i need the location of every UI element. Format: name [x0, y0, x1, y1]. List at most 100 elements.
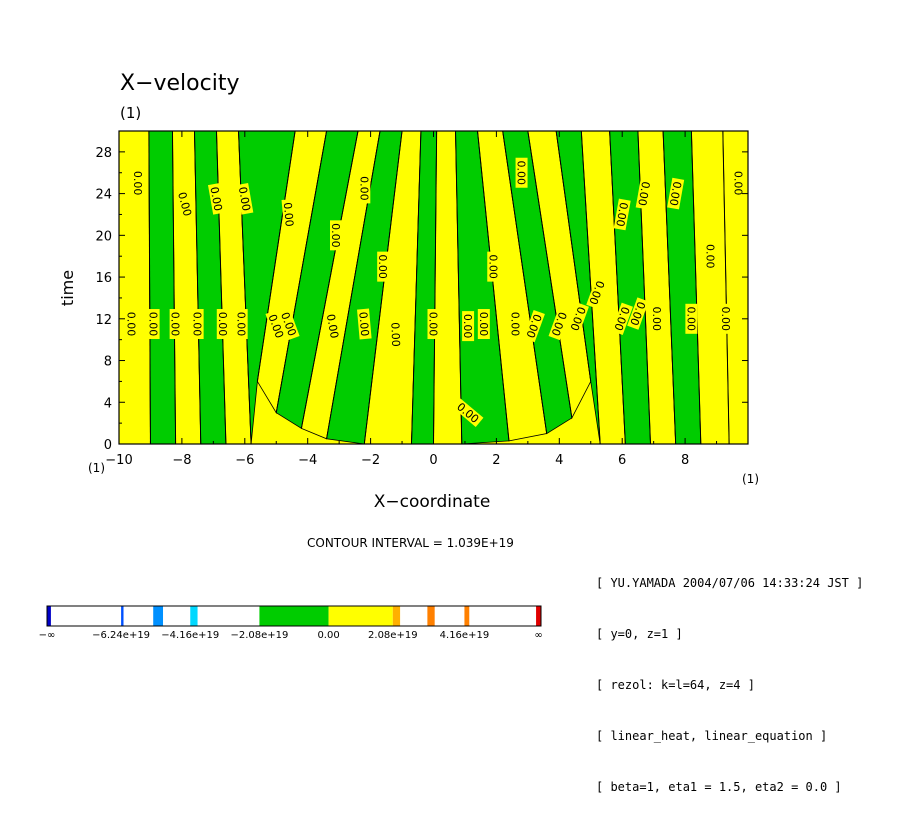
y-tick-label: 8	[104, 355, 112, 370]
contour-zero-label: 0.00	[719, 303, 732, 334]
contour-zero-label: 0.00	[175, 187, 195, 221]
contour-line	[256, 131, 296, 382]
contour-label-text: 0.00	[684, 307, 697, 332]
contour-label-text: 0.00	[216, 312, 229, 337]
contour-label-bg	[281, 199, 297, 230]
contour-line	[193, 131, 202, 444]
contour-line	[455, 131, 463, 444]
colorbar-tick-label: −6.24e+19	[92, 630, 150, 641]
contour-label-bg	[330, 220, 343, 251]
contour-line	[662, 131, 677, 444]
contour-figure: X−velocity (1) 0.00 0.00 0.00 0.00 0.00 0.00 0…	[39, 71, 759, 641]
colorbar-segment	[163, 606, 191, 626]
contour-zero-label: 0.00	[635, 177, 653, 210]
contour-label-text: 0.00	[667, 180, 684, 206]
contour-label-bg	[389, 319, 403, 350]
info-line: [ YU.YAMADA 2004/07/06 14:33:24 JST ]	[596, 576, 864, 590]
contour-label-bg	[719, 303, 732, 334]
contour-label-bg	[358, 173, 371, 204]
contour-zero-label: 0.00	[356, 308, 372, 340]
x-tick-label: 0	[429, 453, 437, 468]
contour-zero-label: 0.00	[376, 251, 390, 282]
colorbar-segment	[153, 606, 164, 626]
contour-label-text: 0.00	[703, 244, 716, 269]
contour-line	[433, 131, 438, 444]
contour-zero-label: 0.00	[667, 177, 685, 210]
y-tick-label: 16	[95, 271, 112, 286]
contour-label-text: 0.00	[650, 307, 663, 332]
colorbar-segment	[47, 606, 51, 626]
x-axis-label: X−coordinate	[374, 492, 491, 512]
y-tick-label: 20	[95, 229, 112, 244]
contour-line	[238, 131, 252, 444]
contour-zero-label: 0.00	[216, 309, 229, 340]
contour-label-bg	[567, 302, 589, 335]
info-line: [ linear_heat, linear_equation ]	[596, 729, 828, 743]
contour-label-text: 0.00	[508, 312, 521, 337]
x-tick-label: 8	[681, 453, 689, 468]
contour-zero-label: 0.00	[236, 183, 254, 215]
contour-label-bg	[175, 187, 195, 221]
y-tick-label: 24	[95, 188, 112, 203]
contour-label-bg	[216, 309, 229, 340]
contour-band	[148, 131, 177, 444]
contour-zero-label: 0.00	[324, 310, 342, 342]
colorbar-segment	[123, 606, 154, 626]
contour-zero-label: 0.00	[703, 241, 717, 272]
contour-label-text: 0.00	[613, 201, 630, 227]
colorbar-segment	[400, 606, 428, 626]
contour-zero-label: 0.00	[613, 198, 631, 231]
contour-label-text: 0.00	[131, 171, 144, 196]
contour-label-bg	[427, 309, 440, 340]
contour-label-bg	[452, 398, 484, 427]
contour-label-bg	[377, 251, 390, 282]
x-tick-label: −4	[298, 453, 317, 468]
contour-interval: CONTOUR INTERVAL = 1.039E+19	[307, 536, 514, 550]
contour-label-text: 0.00	[427, 312, 440, 337]
contour-label-bg	[548, 307, 571, 341]
contour-zero-label: 0.00	[147, 309, 160, 340]
contour-zero-label: 0.00	[508, 309, 522, 340]
contour-label-bg	[324, 310, 342, 342]
contour-line	[527, 131, 573, 418]
colorbar-segment	[259, 606, 329, 626]
contour-label-text: 0.00	[486, 254, 499, 279]
contour-label-bg	[515, 157, 528, 188]
contour-label-bg	[650, 303, 663, 334]
contour-line	[502, 131, 548, 434]
colorbar-tick-label: 4.16e+19	[440, 630, 490, 641]
colorbar-tick-label: 0.00	[317, 630, 339, 641]
contour-zero-label: 0.00	[684, 303, 698, 334]
contour-label-text: 0.00	[191, 312, 204, 337]
info-line: [ y=0, z=1 ]	[596, 627, 683, 641]
contour-label-bg	[704, 241, 717, 272]
contour-line	[580, 131, 601, 444]
contour-zero-label: 0.00	[477, 309, 490, 340]
contour-line	[171, 131, 177, 444]
contour-label-text: 0.00	[357, 176, 370, 201]
contour-label-text: 0.00	[207, 186, 224, 212]
contour-line	[363, 131, 403, 444]
contour-zero-label: 0.00	[650, 303, 663, 334]
contour-zero-label: 0.00	[461, 311, 475, 342]
contour-line	[215, 131, 227, 444]
colorbar-tick-label: −4.16e+19	[161, 630, 219, 641]
contour-label-bg	[477, 309, 490, 340]
contour-label-text: 0.00	[324, 313, 341, 339]
info-line: [ rezol: k=l=64, z=4 ]	[596, 678, 755, 692]
colorbar: −∞ −6.24e+19 −4.16e+19 −2.08e+19 0.00 2.08e+1…	[39, 605, 543, 641]
y-tick-label: 28	[95, 146, 112, 161]
contour-label-text: 0.00	[388, 322, 402, 347]
contour-label-text: 0.00	[477, 312, 490, 337]
contour-label-bg	[509, 309, 522, 340]
contour-label-bg	[169, 309, 182, 340]
contour-label-bg	[236, 183, 254, 215]
run-info: [ YU.YAMADA 2004/07/06 14:33:24 JST ] [ …	[596, 541, 863, 813]
x-tick-label: 2	[492, 453, 500, 468]
colorbar-segment	[121, 606, 124, 626]
contour-label-bg	[732, 168, 745, 199]
contour-label-bg	[635, 177, 653, 210]
x-tick-label: −2	[361, 453, 380, 468]
contour-zero-label: 0.00	[207, 183, 226, 215]
x-tick-label: −8	[172, 453, 191, 468]
